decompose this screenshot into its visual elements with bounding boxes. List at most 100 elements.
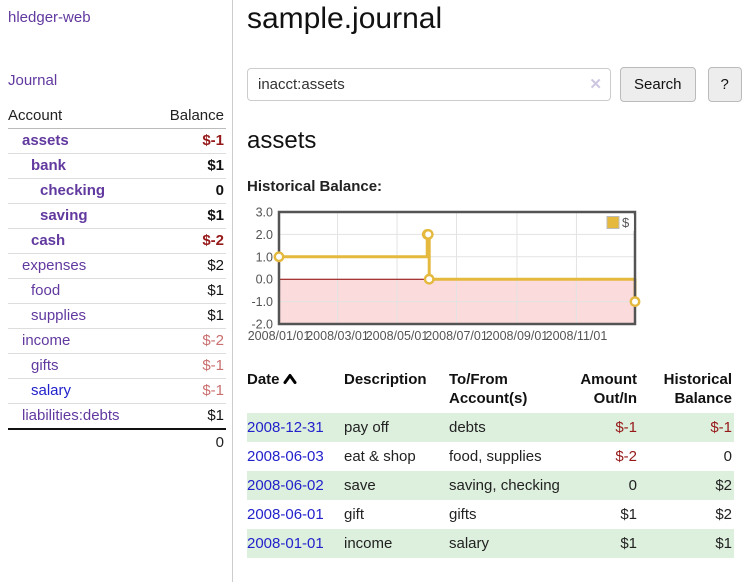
transaction-date-link[interactable]: 2008-06-03 [247,448,324,465]
transaction-accounts: debts [449,419,486,436]
account-column-header: Account [8,104,154,129]
transaction-row: 2008-12-31 pay off debts $-1 $-1 [247,413,734,442]
search-input[interactable] [247,68,611,101]
main-content: sample.journal ✕ Search ? assets Histori… [233,0,742,582]
account-balance: $1 [153,278,226,304]
historical-balance-chart: $3.0 2.0 1.0 0.0 -1.0 -2.02008/01/012008/03/0… [248,206,641,343]
account-balance: $-2 [153,328,226,354]
account-tree-table: Account Balance assets $-1 bank $1 checking 0… [8,104,226,455]
column-header-date[interactable]: Date [247,368,344,413]
account-link[interactable]: liabilities:debts [22,407,120,424]
account-balance: $-1 [153,378,226,404]
account-balance: 0 [153,178,226,204]
account-balance: $2 [153,253,226,279]
account-balance: $-1 [153,128,226,154]
account-row: liabilities:debts $1 [8,403,226,430]
account-row: food $1 [8,278,226,304]
transaction-row: 2008-06-01 gift gifts $1 $2 [247,500,734,529]
account-row: checking 0 [8,178,226,204]
transaction-date-link[interactable]: 2008-01-01 [247,535,324,552]
transaction-row: 2008-06-02 save saving, checking 0 $2 [247,471,734,500]
account-link[interactable]: income [22,332,71,349]
svg-text:2008/05/01: 2008/05/01 [366,329,429,343]
svg-text:-2.0: -2.0 [251,318,273,332]
account-balance: $1 [153,303,226,329]
account-row: expenses $2 [8,253,226,279]
account-link[interactable]: cash [31,232,66,249]
register-header-row: Date Description To/From Account(s) Amou… [247,368,734,413]
balance-column-header: Balance [153,104,226,129]
brand-link[interactable]: hledger-web [8,9,91,26]
transaction-amount: $-1 [615,419,637,436]
column-header-amount: Amount Out/In [580,371,637,407]
column-header-balance: Historical Balance [663,371,732,407]
transaction-amount: 0 [628,477,637,494]
transaction-description: income [344,535,393,552]
account-link[interactable]: expenses [22,257,87,274]
transaction-balance: $-1 [710,419,732,436]
clear-search-icon[interactable]: ✕ [589,76,602,93]
svg-text:2.0: 2.0 [256,228,273,242]
accounts-total-row: 0 [8,428,226,455]
transaction-row: 2008-01-01 income salary $1 $1 [247,529,734,558]
account-link[interactable]: checking [40,182,106,199]
transaction-description: eat & shop [344,448,416,465]
transaction-amount: $1 [620,535,637,552]
transaction-accounts: saving, checking [449,477,560,494]
transaction-balance: $2 [715,477,732,494]
transaction-amount: $-2 [615,448,637,465]
transaction-balance: $1 [715,535,732,552]
svg-text:$: $ [622,215,630,230]
register-table: Date Description To/From Account(s) Amou… [247,368,734,558]
transaction-date-link[interactable]: 2008-12-31 [247,419,324,436]
search-input-wrap: ✕ [247,68,611,101]
transaction-accounts: gifts [449,506,477,523]
account-row: income $-2 [8,328,226,354]
transaction-accounts: food, supplies [449,448,542,465]
account-balance: $1 [153,153,226,179]
transaction-description: save [344,477,376,494]
svg-text:2008/11/01: 2008/11/01 [546,329,608,343]
transaction-balance: $2 [715,506,732,523]
account-row: salary $-1 [8,378,226,404]
sidebar: hledger-web Journal Account Balance asse… [0,0,233,582]
account-row: gifts $-1 [8,353,226,379]
transaction-balance: 0 [723,448,732,465]
help-button[interactable]: ? [707,67,742,102]
account-balance: $1 [153,403,226,430]
account-link[interactable]: assets [22,132,69,149]
account-link[interactable]: saving [40,207,88,224]
column-header-account: To/From Account(s) [449,371,528,407]
svg-text:2008/03/01: 2008/03/01 [306,329,369,343]
svg-text:0.0: 0.0 [256,273,273,287]
transaction-description: pay off [344,419,389,436]
transaction-amount: $1 [620,506,637,523]
svg-text:1.0: 1.0 [256,250,273,264]
search-button[interactable]: Search [620,67,696,102]
transaction-description: gift [344,506,365,523]
sidebar-item-journal[interactable]: Journal [8,72,58,89]
account-balance: $-1 [153,353,226,379]
svg-text:3.0: 3.0 [256,206,273,220]
sort-ascending-icon [283,371,297,390]
account-link[interactable]: bank [31,157,67,174]
column-header-description: Description [344,371,427,388]
transaction-date-link[interactable]: 2008-06-02 [247,477,324,494]
account-balance: $1 [153,203,226,229]
svg-text:2008/07/01: 2008/07/01 [425,329,488,343]
account-link[interactable]: gifts [31,357,59,374]
transaction-date-link[interactable]: 2008-06-01 [247,506,324,523]
chart-title: Historical Balance: [247,178,383,195]
search-form: ✕ Search ? [247,67,742,102]
account-row: supplies $1 [8,303,226,329]
account-balance: $-2 [153,228,226,254]
account-link[interactable]: food [31,282,61,299]
account-row: bank $1 [8,153,226,179]
account-row: cash $-2 [8,228,226,254]
account-row: saving $1 [8,203,226,229]
account-link[interactable]: salary [31,382,72,399]
svg-text:2008/09/01: 2008/09/01 [486,329,549,343]
transaction-accounts: salary [449,535,490,552]
account-link[interactable]: supplies [31,307,87,324]
